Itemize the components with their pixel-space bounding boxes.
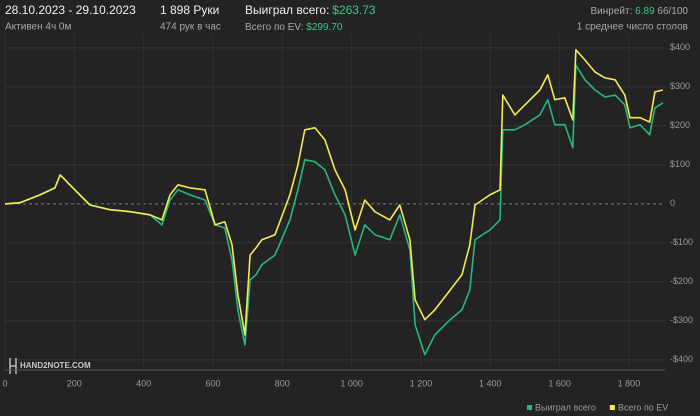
x-tick-label: 1 200	[410, 378, 433, 388]
x-tick-label: 800	[275, 378, 290, 388]
hands: 1 898 Руки	[160, 3, 219, 17]
ev-value: $299.70	[306, 22, 343, 33]
series-line	[4, 64, 664, 356]
ev-label: Всего по EV:	[245, 22, 304, 33]
x-tick-label: 1 800	[618, 378, 641, 388]
x-tick-label: 1 000	[340, 378, 363, 388]
winrate-value: 6.89	[635, 6, 655, 17]
y-tick-label: 0	[670, 198, 675, 208]
series-line	[4, 49, 664, 336]
winrate-label: Винрейт:	[591, 6, 633, 17]
y-tick-label: $100	[670, 159, 690, 169]
watermark-icon	[9, 358, 17, 374]
x-tick-label: 1 600	[548, 378, 571, 388]
watermark: HAND2NOTE.COM	[20, 361, 91, 370]
y-tick-label: -$100	[670, 237, 693, 247]
active-time: Активен 4ч 0м	[5, 22, 71, 33]
y-tick-label: -$400	[670, 354, 693, 364]
y-tick-label: $200	[670, 120, 690, 130]
grid	[4, 35, 665, 370]
x-tick-label: 1 400	[479, 378, 502, 388]
legend-label: Всего по EV	[618, 402, 668, 412]
y-tick-label: $400	[670, 42, 690, 52]
legend-label: Выиграл всего	[535, 402, 596, 412]
date-range: 28.10.2023 - 29.10.2023	[5, 3, 136, 17]
won-label: Выиграл всего:	[245, 3, 329, 17]
legend-swatch	[527, 405, 532, 410]
x-tick-label: 0	[2, 378, 7, 388]
x-tick-label: 400	[136, 378, 151, 388]
won-total: Выиграл всего: $263.73	[245, 3, 376, 17]
hands-per-hour: 474 рук в час	[160, 22, 221, 33]
tables: 1 среднее число столов	[577, 22, 688, 33]
y-tick-label: -$200	[670, 276, 693, 286]
ev-total: Всего по EV: $299.70	[245, 22, 343, 33]
winrate: Винрейт: 6.89 66/100	[591, 6, 689, 17]
legend-swatch	[609, 405, 615, 410]
x-tick-label: 600	[205, 378, 220, 388]
x-tick-label: 200	[67, 378, 82, 388]
winrate-sample: 66/100	[657, 6, 688, 17]
y-tick-label: $300	[670, 81, 690, 91]
won-value: $263.73	[332, 3, 376, 17]
y-tick-label: -$300	[670, 315, 693, 325]
